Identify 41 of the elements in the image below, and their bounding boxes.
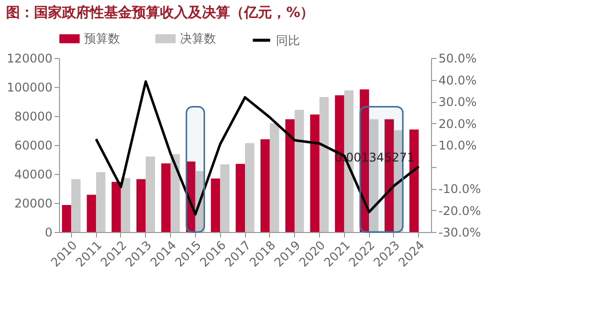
y2-tick-label: -10.0% [438, 182, 481, 196]
bar [270, 123, 280, 232]
bar [161, 163, 171, 232]
y-tick-label: 40000 [14, 168, 52, 182]
bar [136, 179, 146, 232]
y-tick-label: 80000 [14, 110, 52, 124]
bar [86, 194, 96, 232]
bar [210, 178, 220, 232]
y-tick-label: 100000 [6, 80, 52, 94]
bar [112, 182, 121, 232]
bar [220, 164, 230, 232]
y-tick-label: 120000 [6, 52, 52, 66]
y-tick-label: 0 [44, 226, 52, 240]
line-series [94, 80, 420, 216]
bar [236, 164, 245, 232]
y-tick-label: 20000 [14, 196, 52, 210]
y2-tick-label: 40.0% [438, 73, 477, 88]
bar [260, 139, 270, 232]
bar [71, 179, 81, 232]
y2-tick-label: -30.0% [438, 226, 481, 240]
bar [96, 172, 106, 232]
bar [186, 162, 196, 232]
legend-label: 同比 [276, 33, 300, 48]
bar [120, 178, 130, 232]
legend-label: 预算数 [84, 32, 120, 46]
y-tick-label: 60000 [14, 138, 52, 152]
bar [146, 156, 156, 232]
y2-tick-label: 30.0% [438, 95, 477, 109]
bar [285, 119, 295, 232]
legend-label: 决算数 [180, 32, 216, 46]
bar [170, 154, 180, 232]
bar [319, 97, 329, 232]
y2-tick-label: 10.0% [438, 138, 477, 152]
bar [310, 114, 320, 232]
chart-title: 图：国家政府性基金预算收入及决算（亿元，%） [6, 4, 314, 21]
y2-tick-label: 50.0% [438, 52, 477, 66]
bar [62, 205, 72, 232]
y2-tick-label: 20.0% [438, 116, 477, 131]
y2-tick-label: -20.0% [438, 204, 481, 218]
bar [245, 143, 254, 232]
bar [294, 110, 304, 232]
